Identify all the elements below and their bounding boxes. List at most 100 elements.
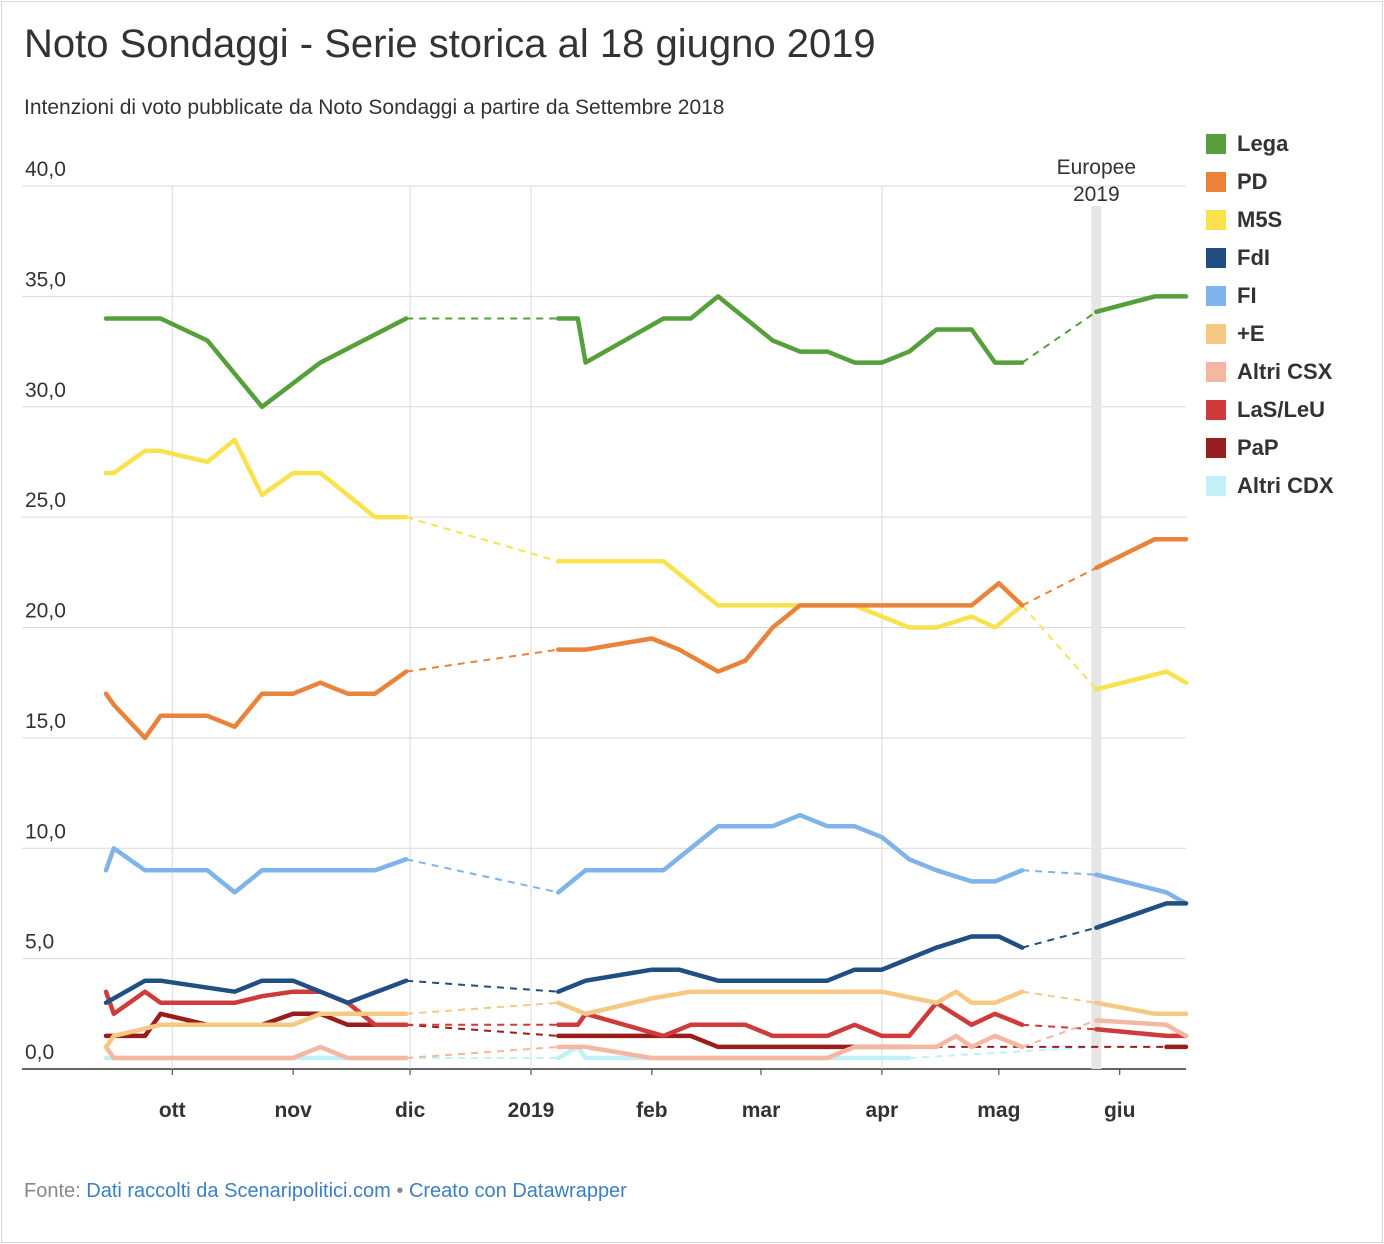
series-line-fi	[556, 812, 1025, 895]
source-link[interactable]: Dati raccolti da Scenaripolitici.com	[86, 1180, 391, 1202]
y-tick-label: 5,0	[25, 931, 54, 954]
x-tick-label: nov	[274, 1099, 312, 1122]
legend-swatch	[1206, 210, 1226, 230]
x-tick-label: giu	[1104, 1099, 1136, 1122]
series-dashed-altri-csx	[406, 1045, 559, 1059]
series-line--e	[556, 989, 1025, 1017]
series-line-altri-csx	[1094, 1018, 1189, 1039]
legend-item--e: +E	[1206, 315, 1334, 353]
legend-label: LaS/LeU	[1237, 397, 1326, 422]
legend-item-fdi: FdI	[1206, 239, 1334, 277]
chart-subtitle: Intenzioni di voto pubblicate da Noto So…	[24, 96, 725, 119]
series-fdi	[103, 901, 1189, 1006]
legend-item-pd: PD	[1206, 163, 1334, 201]
x-tick-label: mar	[742, 1099, 781, 1122]
vertical-gridlines	[171, 186, 883, 1069]
series-line--e	[103, 1011, 409, 1050]
y-tick-label: 20,0	[25, 600, 66, 623]
series-line-pd	[103, 669, 409, 741]
x-tick-label: dic	[395, 1099, 426, 1122]
legend-label: FdI	[1237, 245, 1270, 270]
footer-prefix: Fonte:	[24, 1180, 87, 1202]
footer: Fonte: Dati raccolti da Scenaripolitici.…	[24, 1180, 627, 1203]
legend: Lega PD M5S FdI FI +E Altri CSX LaS/LeU PaP Altri…	[1206, 125, 1334, 505]
legend-item-fi: FI	[1206, 277, 1334, 315]
legend-item-m5s: M5S	[1206, 201, 1334, 239]
legend-label: PaP	[1237, 435, 1279, 460]
series-line-altri-cdx	[556, 1044, 912, 1061]
series-line-m5s	[556, 559, 1025, 630]
y-tick-label: 40,0	[25, 158, 66, 181]
series-line-lega	[556, 294, 1025, 365]
series-line-pap	[556, 1033, 912, 1050]
annotation-line2: 2019	[1073, 183, 1120, 206]
x-tick-label: ott	[159, 1099, 186, 1122]
series-dashed-las-leu	[1022, 1023, 1097, 1031]
series-line-fdi	[103, 978, 409, 1006]
legend-label: PD	[1237, 169, 1268, 194]
legend-swatch	[1206, 400, 1226, 420]
series-pd	[103, 536, 1189, 741]
series-dashed--e	[1022, 990, 1097, 1004]
series-las-leu	[103, 989, 1189, 1039]
legend-label: +E	[1237, 321, 1265, 346]
footer-separator: •	[390, 1180, 409, 1202]
series-altri-csx	[103, 1018, 1189, 1061]
series-dashed-fdi	[1021, 926, 1097, 949]
annotation-layer: Europee 2019	[1057, 156, 1136, 1069]
legend-swatch	[1206, 134, 1226, 154]
annotation-line1: Europee	[1057, 156, 1136, 179]
series-line-fdi	[1094, 901, 1189, 930]
series-line-las-leu	[556, 1000, 1025, 1039]
series-line-pd	[1094, 536, 1189, 571]
legend-label: FI	[1237, 283, 1257, 308]
y-tick-label: 35,0	[25, 268, 66, 291]
y-tick-label: 25,0	[25, 489, 66, 512]
horizontal-gridlines	[22, 185, 1186, 1070]
legend-item-pap: PaP	[1206, 429, 1334, 467]
series-line-lega	[1094, 294, 1189, 315]
series-line-pd	[556, 581, 1025, 674]
x-axis-ticks: ott nov dic 2019 feb mar apr mag giu	[159, 1069, 1136, 1122]
series-layer	[103, 294, 1189, 1061]
legend-label: M5S	[1237, 207, 1283, 232]
election-band	[1091, 206, 1102, 1069]
legend-swatch	[1206, 438, 1226, 458]
series-m5s	[103, 437, 1189, 692]
y-tick-label: 15,0	[25, 710, 66, 733]
y-tick-label: 30,0	[25, 379, 66, 402]
legend-swatch	[1206, 172, 1226, 192]
series-dashed-lega	[1021, 310, 1097, 364]
legend-swatch	[1206, 248, 1226, 268]
series-line-fi	[103, 846, 409, 895]
legend-item-lega: Lega	[1206, 125, 1334, 163]
series-dashed-fdi	[406, 979, 559, 993]
series-dashed-pd	[1021, 567, 1097, 607]
legend-label: Lega	[1237, 131, 1289, 156]
series-line-altri-csx	[103, 1044, 409, 1061]
series-dashed-fi	[405, 858, 559, 894]
series--e	[103, 989, 1189, 1050]
series-line-las-leu	[1094, 1027, 1189, 1039]
legend-label: Altri CSX	[1237, 359, 1333, 384]
datawrapper-link[interactable]: Creato con Datawrapper	[408, 1180, 627, 1202]
series-lega	[103, 294, 1189, 410]
legend-item-altri-csx: Altri CSX	[1206, 353, 1334, 391]
y-tick-label: 0,0	[25, 1041, 54, 1064]
legend-swatch	[1206, 286, 1226, 306]
series-dashed-m5s	[405, 516, 559, 563]
y-axis-ticks: 0,0 5,0 10,0 15,0 20,0 25,0 30,0 35,0 40,0	[25, 158, 66, 1064]
series-dashed-pap	[406, 1023, 559, 1037]
series-dashed-fi	[1022, 869, 1097, 876]
series-line-m5s	[103, 437, 409, 520]
legend-swatch	[1206, 324, 1226, 344]
series-line-las-leu	[103, 989, 409, 1028]
series-line-fdi	[556, 934, 1025, 994]
legend-swatch	[1206, 476, 1226, 496]
x-tick-label: apr	[866, 1099, 899, 1122]
legend-label: Altri CDX	[1237, 473, 1334, 498]
series-dashed-altri-cdx	[909, 1045, 1097, 1059]
x-tick-label: 2019	[508, 1099, 555, 1122]
